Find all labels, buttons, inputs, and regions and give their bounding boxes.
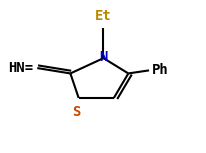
Text: Et: Et	[95, 9, 111, 23]
Text: S: S	[72, 105, 80, 119]
Text: Ph: Ph	[151, 63, 168, 77]
Text: N: N	[99, 50, 107, 64]
Text: HN=: HN=	[8, 61, 33, 75]
